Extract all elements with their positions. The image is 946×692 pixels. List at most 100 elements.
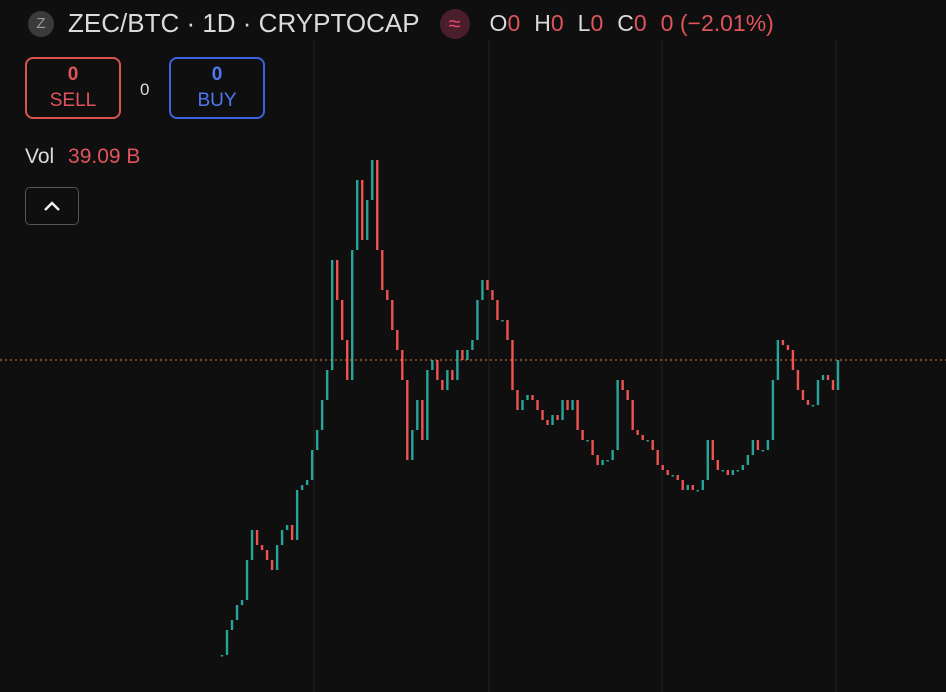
candle xyxy=(270,560,274,570)
candle xyxy=(466,350,469,360)
candle xyxy=(711,440,714,460)
candle xyxy=(556,415,559,420)
candle xyxy=(285,525,289,530)
candle xyxy=(411,430,414,460)
candle xyxy=(481,280,484,300)
candle xyxy=(421,400,424,440)
candle xyxy=(280,530,284,545)
candle xyxy=(566,400,569,410)
candle xyxy=(310,450,314,480)
ohlc-key: C xyxy=(617,10,634,36)
candle xyxy=(461,350,464,360)
candle xyxy=(330,260,334,370)
wave-icon[interactable]: ≈ xyxy=(439,8,470,39)
candle xyxy=(596,455,599,465)
candle xyxy=(831,380,835,390)
candle xyxy=(636,430,639,435)
candle xyxy=(371,160,374,200)
ohlc-value: 0 xyxy=(590,10,604,36)
candle xyxy=(676,475,679,480)
candle xyxy=(451,370,454,380)
candle xyxy=(741,465,745,470)
candle xyxy=(621,380,624,390)
sell-button[interactable]: 0 SELL xyxy=(25,57,121,119)
candle xyxy=(501,320,504,322)
candle xyxy=(571,400,574,410)
candle xyxy=(346,340,349,380)
candle xyxy=(671,475,674,477)
separators xyxy=(313,40,837,692)
candle xyxy=(656,450,659,465)
candle xyxy=(431,360,434,370)
candle xyxy=(366,200,369,240)
candle xyxy=(300,485,304,490)
chevron xyxy=(44,201,60,211)
candle xyxy=(611,450,614,460)
candle xyxy=(751,440,755,455)
candle xyxy=(476,300,479,340)
candle xyxy=(816,380,820,405)
symbol-title[interactable]: ZEC/BTC · 1D · CRYPTOCAP xyxy=(68,8,420,38)
candle xyxy=(546,420,549,425)
candle xyxy=(441,380,444,390)
candle xyxy=(581,430,584,440)
candle xyxy=(786,345,790,350)
candle xyxy=(731,470,735,475)
candle xyxy=(721,470,725,472)
candle xyxy=(781,340,785,345)
candle xyxy=(220,655,224,657)
candle xyxy=(315,430,319,450)
candle xyxy=(761,450,765,452)
ohlc-key: H xyxy=(534,10,551,36)
candle xyxy=(436,360,439,380)
candle xyxy=(245,560,249,600)
candle xyxy=(240,600,244,605)
candle xyxy=(791,350,795,370)
sell-label: SELL xyxy=(49,90,97,111)
candle xyxy=(531,395,534,400)
candle xyxy=(691,485,694,490)
candle xyxy=(591,440,594,455)
candle xyxy=(576,400,579,430)
buy-button[interactable]: 0 BUY xyxy=(169,57,265,119)
candle xyxy=(275,545,279,570)
candle xyxy=(651,440,654,450)
candle xyxy=(771,380,775,440)
candle xyxy=(516,390,519,410)
sell-value: 0 xyxy=(67,64,79,85)
candle xyxy=(541,410,544,420)
candle xyxy=(456,350,459,380)
candle xyxy=(681,480,684,490)
candle xyxy=(661,465,664,470)
ohlc-value: 0 xyxy=(633,10,647,36)
candle xyxy=(376,160,379,250)
candle xyxy=(736,470,740,472)
volume-value: 39.09 B xyxy=(68,145,141,168)
candle xyxy=(416,400,419,430)
candle xyxy=(295,490,299,540)
candle xyxy=(701,480,704,490)
collapse-button[interactable] xyxy=(25,187,79,225)
candle xyxy=(536,400,539,410)
buy-value: 0 xyxy=(211,64,223,85)
candle xyxy=(836,360,840,390)
symbol-icon: Z xyxy=(28,10,54,37)
candle xyxy=(526,395,529,400)
ohlc-value: 0 xyxy=(507,10,521,36)
candle xyxy=(381,250,384,290)
candle xyxy=(631,400,634,430)
candle xyxy=(696,490,699,492)
candle xyxy=(305,480,309,485)
candle xyxy=(356,180,359,250)
candle xyxy=(230,620,234,630)
candle xyxy=(340,300,344,340)
candle xyxy=(601,460,604,465)
change: 0 (−2.01%) xyxy=(660,10,774,36)
volume-label: Vol xyxy=(25,145,55,168)
candle xyxy=(426,370,429,440)
candle xyxy=(361,180,364,240)
candle xyxy=(766,440,770,450)
